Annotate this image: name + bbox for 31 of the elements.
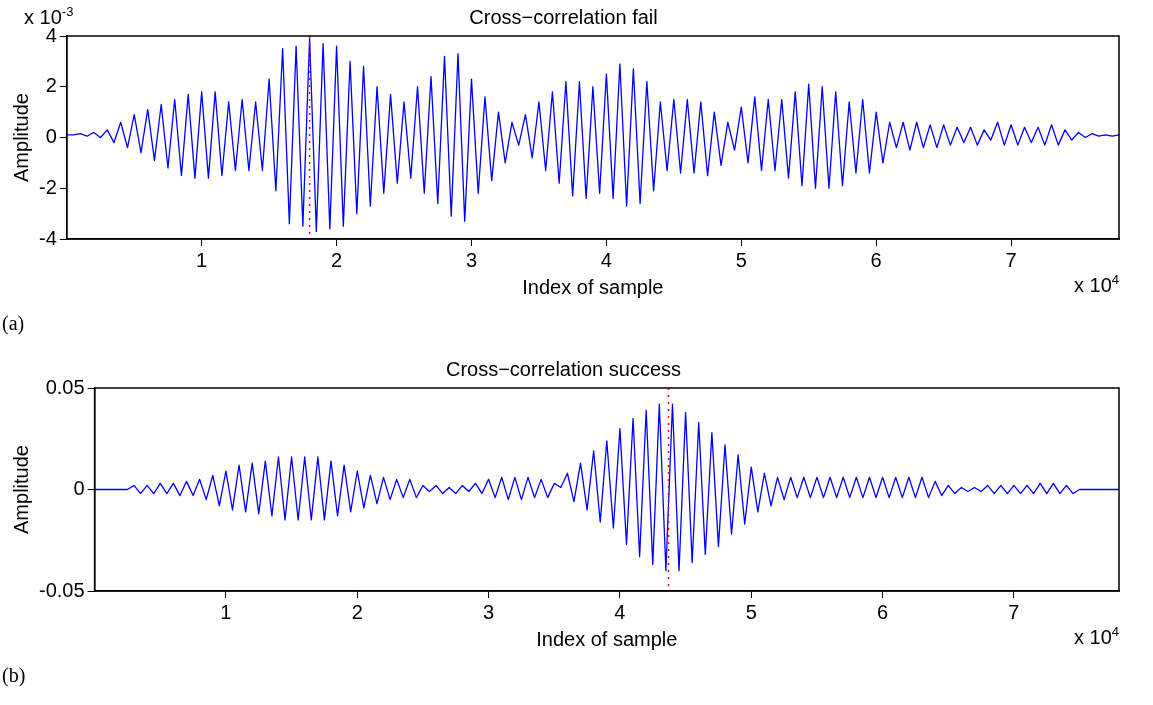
y-tick-label: -4 — [38, 226, 57, 249]
x-axis-title: Index of sample — [522, 275, 664, 298]
x-tick-label: 2 — [351, 600, 363, 623]
x-tick-label: 5 — [745, 600, 757, 623]
x-tick-label: 5 — [735, 248, 747, 271]
x-tick-label: 4 — [614, 600, 626, 623]
y-tick-label: 0 — [73, 477, 85, 500]
y-axis-title: Amplitude — [9, 445, 32, 534]
x-tick-label: 3 — [483, 600, 495, 623]
x-tick-label: 6 — [870, 248, 882, 271]
x-tick-label: 1 — [220, 600, 232, 623]
y-axis-title: Amplitude — [9, 93, 32, 182]
y-tick-label: -0.05 — [38, 578, 85, 601]
y-tick-label: -2 — [38, 175, 57, 198]
chart-title: Cross−correlation success — [445, 357, 682, 380]
text: x 10$^{4}$ — [1073, 624, 1119, 649]
chart-title: Cross−correlation fail — [469, 5, 658, 28]
x-tick-label: 2 — [331, 248, 343, 271]
x-tick-label: 4 — [600, 248, 612, 271]
x-axis-title: Index of sample — [536, 627, 678, 650]
x-tick-label: 1 — [196, 248, 208, 271]
x-tick-label: 6 — [877, 600, 889, 623]
x-tick-label: 7 — [1008, 600, 1020, 623]
text: (b) — [2, 664, 26, 687]
y-tick-label: 0.05 — [45, 375, 85, 398]
x-tick-label: 3 — [465, 248, 478, 271]
y-tick-label: 2 — [45, 74, 57, 97]
text: (a) — [2, 312, 25, 335]
x-tick-label: 7 — [1005, 248, 1017, 271]
y-tick-label: 0 — [45, 125, 57, 148]
text: x 10$^{4}$ — [1073, 272, 1119, 297]
